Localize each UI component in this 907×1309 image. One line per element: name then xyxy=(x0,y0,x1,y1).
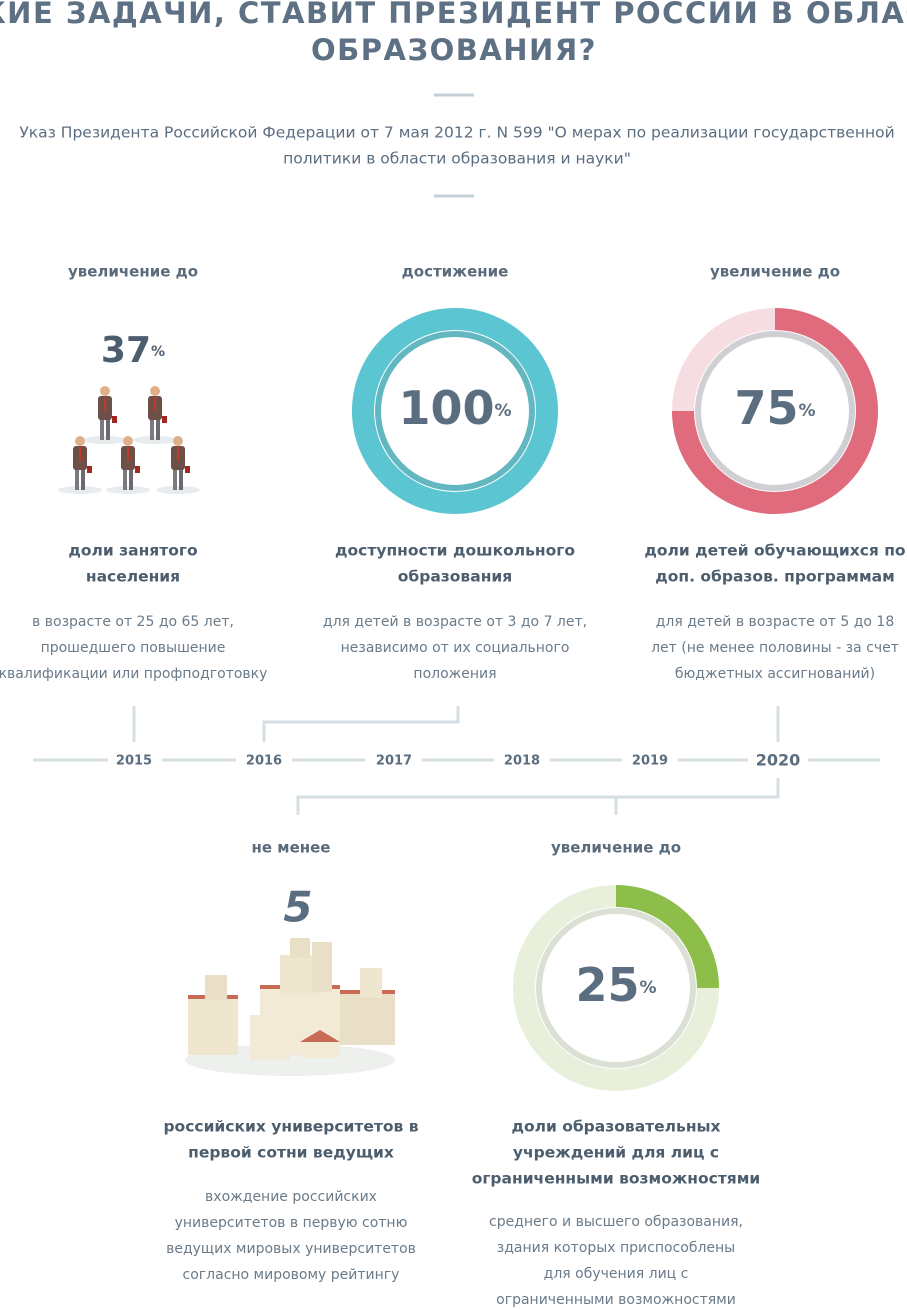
ring-inner xyxy=(375,331,535,491)
value: 75 xyxy=(734,381,798,435)
timeline xyxy=(33,706,880,815)
item-value: 100% xyxy=(398,381,511,435)
item-label: достижение xyxy=(402,263,509,281)
ring-arc xyxy=(352,308,558,514)
value: 25 xyxy=(575,958,639,1012)
rect xyxy=(250,1015,290,1060)
item-description: вхождение российских xyxy=(205,1189,377,1205)
ring-inner xyxy=(695,331,855,491)
item-heading: населения xyxy=(86,568,180,586)
rect xyxy=(205,975,227,1000)
timeline-year: 2018 xyxy=(504,754,540,769)
rect xyxy=(302,1040,338,1058)
item-value: 25% xyxy=(575,958,656,1012)
timeline-year: 2015 xyxy=(116,754,152,769)
item-description: среднего и высшего образования, xyxy=(489,1214,743,1230)
item-value: 5 xyxy=(283,883,312,932)
item-description: независимо от их социального xyxy=(341,640,570,656)
ring-arc xyxy=(672,308,878,514)
use xyxy=(83,386,127,444)
value: 100 xyxy=(398,381,494,435)
item-description: прошедшего повышение xyxy=(41,640,226,656)
item-description: бюджетных ассигнований) xyxy=(675,666,875,682)
item-description: для детей в возрасте от 3 до 7 лет, xyxy=(323,614,587,630)
item-heading: российских университетов в xyxy=(163,1118,418,1136)
item-description: ведущих мировых университетов xyxy=(166,1241,416,1257)
timeline-year: 2019 xyxy=(632,754,668,769)
polyline xyxy=(296,778,780,815)
ring: 75% xyxy=(672,308,878,514)
building-icon xyxy=(185,938,395,1076)
item-description: для детей в возрасте от 5 до 18 xyxy=(656,614,895,630)
item-heading: доли образовательных xyxy=(511,1118,720,1136)
timeline-year: 2016 xyxy=(246,754,282,769)
g: доли занятого населения в возрасте от 25 д… xyxy=(0,542,906,1309)
item-heading: образования xyxy=(398,568,512,586)
polygon xyxy=(300,1030,340,1042)
title: ОБРАЗОВАНИЯ? xyxy=(311,33,597,67)
item-label: увеличение до xyxy=(551,839,681,857)
unit: % xyxy=(494,401,511,421)
rect xyxy=(312,942,332,992)
ring: 25% xyxy=(513,885,719,1091)
item-description: лет (не менее половины - за счет xyxy=(651,640,899,656)
use xyxy=(133,386,177,444)
item-value: 37% xyxy=(101,330,165,371)
item-description: положения xyxy=(413,666,496,682)
item-description: квалификации или профподготовку xyxy=(0,666,267,682)
item-description: здания которых приспособлены xyxy=(497,1240,735,1256)
tspan: 37 xyxy=(101,330,151,371)
polyline xyxy=(262,706,460,742)
use xyxy=(156,436,200,494)
item-label: увеличение до xyxy=(68,263,198,281)
unit: % xyxy=(798,401,815,421)
use xyxy=(106,436,150,494)
item-heading: доп. образов. программам xyxy=(655,568,895,586)
timeline-year: 2017 xyxy=(376,754,412,769)
item-heading: доли детей обучающихся по xyxy=(644,542,905,560)
ring: 100% xyxy=(352,308,558,514)
item-description: ограниченными возможностями xyxy=(496,1292,736,1308)
item-description: в возрасте от 25 до 65 лет, xyxy=(32,614,234,630)
item-description: для обучения лиц с xyxy=(544,1266,689,1282)
rect xyxy=(360,968,382,998)
title: КАКИЕ ЗАДАЧИ, СТАВИТ ПРЕЗИДЕНТ РОССИИ В … xyxy=(0,0,907,30)
ring-arc xyxy=(615,885,719,989)
g: 2015 2016 2017 2018 2019 2020 xyxy=(116,751,800,770)
timeline-year: 2020 xyxy=(756,751,801,770)
item-description: университетов в первую сотню xyxy=(175,1215,408,1231)
people-icon xyxy=(58,386,200,494)
unit: % xyxy=(639,978,656,998)
item-label: увеличение до xyxy=(710,263,840,281)
rect xyxy=(188,995,238,1055)
item-heading: первой сотни ведущих xyxy=(188,1144,394,1162)
item-label: не менее xyxy=(252,839,331,857)
ring-inner xyxy=(536,908,696,1068)
use xyxy=(58,436,102,494)
item-heading: ограниченными возможностями xyxy=(472,1170,761,1188)
item-heading: доступности дошкольного xyxy=(335,542,575,560)
subtitle: Указ Президента Российской Федерации от … xyxy=(19,124,894,142)
item-description: согласно мировому рейтингу xyxy=(183,1267,400,1283)
item-value: 75% xyxy=(734,381,815,435)
rect xyxy=(340,990,395,1045)
rect xyxy=(290,938,310,958)
item-heading: доли занятого xyxy=(68,542,197,560)
item-heading: учреждений для лиц с xyxy=(513,1144,719,1162)
subtitle: политики в области образования и науки" xyxy=(283,150,631,168)
tspan: % xyxy=(151,344,165,360)
